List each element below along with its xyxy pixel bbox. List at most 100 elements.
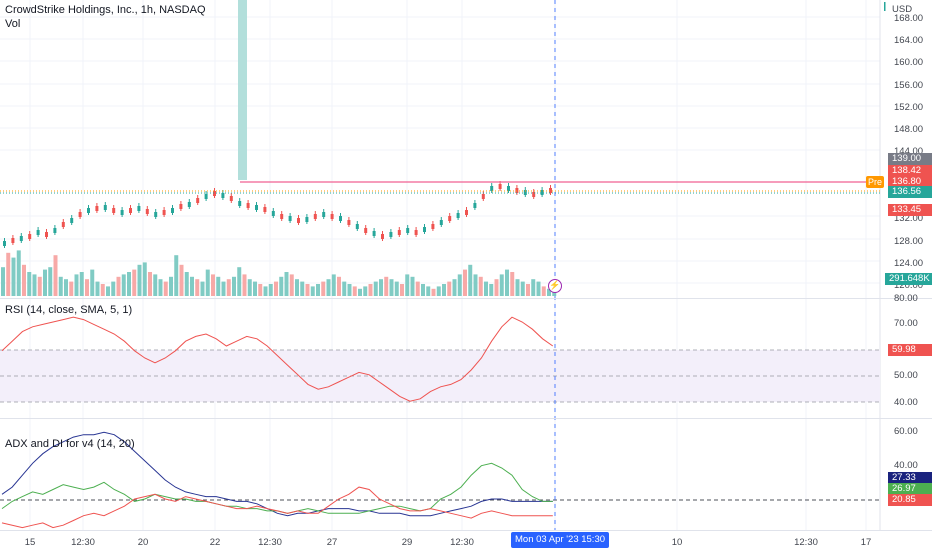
candle-body — [11, 238, 15, 243]
price-axis-tick-label: 152.00 — [894, 102, 924, 113]
candle-body — [381, 234, 384, 239]
candle-body — [507, 186, 510, 191]
volume-bar — [447, 281, 452, 296]
volume-bar — [27, 272, 32, 296]
volume-bar — [148, 272, 152, 296]
price-pane[interactable]: CrowdStrike Holdings, Inc., 1h, NASDAQ V… — [0, 0, 932, 298]
time-axis-tick-label: 12:30 — [794, 537, 818, 548]
volume-bar — [431, 288, 436, 296]
time-axis-tick-label: 15 — [24, 537, 36, 548]
price-label-133-45: 133.45 — [888, 204, 932, 216]
di-plus-line — [1, 462, 553, 514]
candle-body — [364, 228, 368, 233]
volume-bar — [536, 281, 541, 296]
candle-body — [112, 208, 116, 213]
candle-body — [53, 228, 57, 233]
candle-body — [549, 188, 552, 193]
volume-bar — [85, 279, 89, 296]
candle-body — [179, 204, 183, 209]
candle-body — [456, 213, 460, 218]
volume-bar — [457, 274, 462, 296]
volume-bar — [253, 281, 257, 296]
volume-bar — [6, 252, 11, 296]
volume-bar — [337, 276, 341, 296]
price-label-139: 139.00 — [888, 153, 932, 165]
volume-bar — [58, 276, 63, 296]
volume-bar — [531, 279, 536, 296]
price-axis-tick-label: 160.00 — [894, 57, 924, 68]
volume-bar — [90, 269, 95, 296]
candle-body — [355, 224, 359, 229]
pane-divider[interactable] — [0, 418, 932, 419]
volume-spike-bar — [238, 0, 247, 180]
volume-bar — [279, 276, 284, 296]
volume-bar — [342, 281, 347, 296]
volume-bar — [16, 250, 21, 296]
volume-bar — [205, 269, 210, 296]
latest-candle-marker — [884, 2, 886, 11]
last-price-label: 136.56 — [888, 186, 932, 198]
adx-line — [1, 431, 553, 517]
chart-legend: CrowdStrike Holdings, Inc., 1h, NASDAQ V… — [5, 4, 206, 30]
candle-body — [372, 231, 376, 236]
candle-body — [271, 211, 275, 216]
candle-body — [280, 214, 284, 219]
time-axis-tick-label: 29 — [401, 537, 413, 548]
candle-body — [330, 214, 334, 219]
volume-bar — [410, 276, 415, 296]
volume-bar — [53, 255, 58, 296]
volume-bar — [127, 272, 131, 296]
time-axis-tick-label: 10 — [671, 537, 683, 548]
volume-bar — [184, 272, 189, 296]
volume-bar — [326, 279, 331, 296]
candle-body — [439, 220, 443, 225]
candle-body — [406, 228, 410, 233]
rsi-legend[interactable]: RSI (14, close, SMA, 5, 1) — [5, 304, 133, 316]
candle-body — [473, 203, 477, 208]
lightning-icon[interactable]: ⚡ — [548, 279, 562, 293]
candle-body — [339, 216, 342, 221]
volume-bar — [79, 272, 84, 296]
rsi-value-label: 59.98 — [888, 344, 932, 356]
candle-body — [120, 210, 124, 215]
volume-bar — [289, 274, 294, 296]
time-axis-tick-label: 27 — [326, 537, 338, 548]
volume-bar — [43, 269, 47, 296]
price-axis-tick-label: 120.00 — [894, 280, 924, 291]
volume-bar — [415, 281, 420, 296]
candle-body — [129, 208, 132, 213]
symbol-title[interactable]: CrowdStrike Holdings, Inc., 1h, NASDAQ — [5, 4, 206, 16]
candle-body — [498, 184, 502, 189]
volume-bar — [452, 279, 457, 296]
candle-body — [389, 232, 393, 237]
volume-bar — [69, 281, 74, 296]
candle-body — [255, 205, 258, 210]
candle-body — [465, 210, 468, 215]
volume-bar — [190, 276, 194, 296]
pane-divider[interactable] — [0, 298, 932, 299]
volume-bar — [142, 262, 147, 296]
volume-bar — [510, 272, 515, 296]
time-axis-tick-label: 12:30 — [71, 537, 95, 548]
time-axis-tick-label: 17 — [860, 537, 872, 548]
candle-body — [61, 222, 65, 227]
volume-bar — [368, 284, 373, 296]
volume-bar — [394, 281, 399, 296]
candle-body — [397, 230, 401, 235]
adx-legend[interactable]: ADX and DI for v4 (14, 20) — [5, 438, 135, 450]
currency-label: USD — [892, 4, 913, 15]
volume-bar — [363, 286, 368, 296]
volume-bar — [195, 279, 200, 296]
volume-value-label: 291.648K — [885, 273, 932, 285]
premarket-tag: Pre — [866, 176, 884, 188]
candle-body — [154, 212, 158, 217]
volume-legend[interactable]: Vol — [5, 18, 21, 30]
price-axis-tick-label: 164.00 — [894, 35, 924, 46]
volume-bar — [1, 267, 5, 296]
rsi-axis-tick-label: 40.00 — [894, 397, 918, 408]
volume-bar — [32, 274, 37, 296]
adx-axis-tick-label: 60.00 — [894, 426, 918, 437]
volume-bar — [494, 279, 499, 296]
volume-bar — [64, 279, 68, 296]
